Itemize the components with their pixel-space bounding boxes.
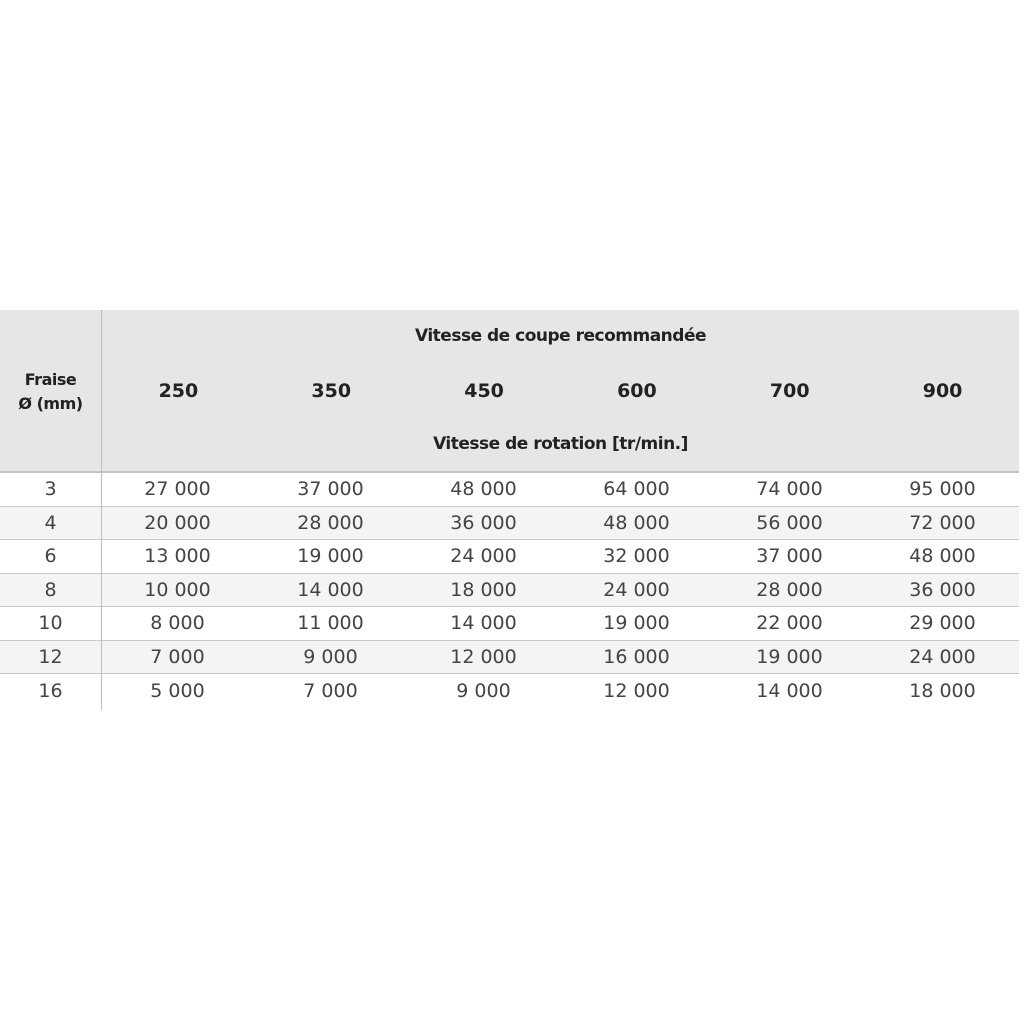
rpm-cell: 48 000 [909,545,976,568]
rpm-cell: 19 000 [756,645,823,668]
column-header: 700 [769,380,810,402]
table-row: 8 10 000 14 000 18 000 24 000 28 000 36 000 [0,573,1019,607]
rpm-cell: 24 000 [909,645,976,668]
rpm-cell: 9 000 [303,645,358,668]
table-row: 6 13 000 19 000 24 000 32 000 37 000 48 000 [0,540,1019,574]
rpm-cell: 24 000 [603,578,670,601]
column-header: 450 [464,380,504,402]
rpm-cell: 11 000 [297,612,364,635]
rpm-cell: 10 000 [144,578,211,601]
rpm-cell: 28 000 [756,578,823,601]
rpm-cell: 7 000 [303,679,358,702]
diameter-cell: 16 [38,679,63,702]
rpm-cell: 27 000 [144,478,211,501]
table-header: Fraise Ø (mm) Vitesse de coupe recommand… [0,310,1019,473]
rpm-cell: 12 000 [450,645,517,668]
rpm-cell: 19 000 [603,612,670,635]
rpm-cell: 32 000 [603,545,670,568]
rpm-cell: 29 000 [909,612,976,635]
diameter-header-line2: Ø (mm) [18,394,83,413]
rpm-cell: 13 000 [144,545,211,568]
rpm-cell: 28 000 [297,511,364,534]
rpm-cell: 16 000 [603,645,670,668]
column-header: 350 [311,380,352,402]
rpm-cell: 8 000 [150,612,205,635]
rpm-cell: 56 000 [756,511,823,534]
rpm-cell: 37 000 [297,478,364,501]
table-row: 4 20 000 28 000 36 000 48 000 56 000 72 000 [0,506,1019,540]
rpm-cell: 20 000 [144,511,211,534]
rpm-cell: 19 000 [297,545,364,568]
column-headers: 250 350 450 600 700 900 [102,380,1019,402]
column-divider [101,310,102,710]
table-row: 16 5 000 7 000 9 000 12 000 14 000 18 000 [0,674,1019,708]
diameter-cell: 12 [38,645,63,668]
diameter-cell: 4 [44,511,57,534]
rpm-cell: 14 000 [297,578,364,601]
rpm-cell: 48 000 [603,511,670,534]
column-header: 900 [922,380,963,402]
cutting-speed-title: Vitesse de coupe recommandée [414,326,707,346]
rotation-speed-subtitle: Vitesse de rotation [tr/min.] [433,434,688,454]
table-row: 10 8 000 11 000 14 000 19 000 22 000 29 000 [0,607,1019,641]
rpm-cell: 5 000 [150,679,205,702]
diameter-header: Fraise Ø (mm) [0,368,101,416]
rpm-cell: 64 000 [603,478,670,501]
rpm-cell: 7 000 [150,645,205,668]
diameter-cell: 10 [38,612,63,635]
rpm-cell: 24 000 [450,545,517,568]
diameter-cell: 3 [44,478,57,501]
rpm-cell: 18 000 [909,679,976,702]
diameter-header-line1: Fraise [24,370,77,389]
rpm-cell: 12 000 [603,679,670,702]
table-row: 3 27 000 37 000 48 000 64 000 74 000 95 000 [0,473,1019,507]
column-header: 600 [617,380,657,402]
rpm-cell: 36 000 [450,511,517,534]
rpm-cell: 74 000 [756,478,823,501]
rpm-cell: 95 000 [909,478,976,501]
rpm-cell: 72 000 [909,511,976,534]
rpm-cell: 18 000 [450,578,517,601]
rpm-cell: 37 000 [756,545,823,568]
rpm-cell: 14 000 [756,679,823,702]
column-header: 250 [158,380,199,402]
table-body: 3 27 000 37 000 48 000 64 000 74 000 95 000 4 20… [0,473,1019,708]
table-row: 12 7 000 9 000 12 000 16 000 19 000 24 000 [0,640,1019,674]
cutting-speed-table: Fraise Ø (mm) Vitesse de coupe recommand… [0,310,1019,708]
rpm-cell: 14 000 [450,612,517,635]
diameter-cell: 8 [44,578,57,601]
rpm-cell: 36 000 [909,578,976,601]
diameter-cell: 6 [44,545,57,568]
rpm-cell: 48 000 [450,478,517,501]
rpm-cell: 22 000 [756,612,823,635]
rpm-cell: 9 000 [456,679,511,702]
